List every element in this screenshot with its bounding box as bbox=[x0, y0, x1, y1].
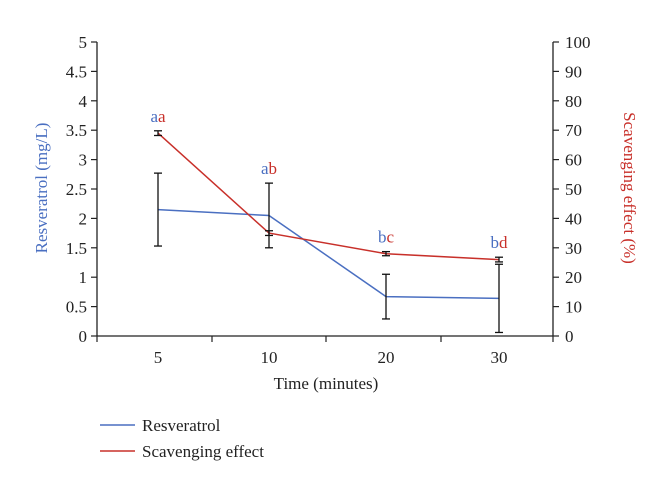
left-tick-label: 4 bbox=[79, 92, 88, 111]
left-tick-label: 2 bbox=[79, 209, 88, 228]
significance-label: bd bbox=[491, 233, 509, 252]
series-line-scavenging-effect bbox=[157, 132, 500, 261]
error-bar bbox=[382, 250, 390, 257]
left-tick-label: 1.5 bbox=[66, 239, 87, 258]
left-tick-label: 4.5 bbox=[66, 62, 87, 81]
significance-letter-resveratrol: a bbox=[261, 159, 269, 178]
right-axis-ticks: 0 10 20 30 40 50 60 70 80 90 100 bbox=[553, 33, 591, 346]
error-bar bbox=[154, 172, 162, 247]
left-axis-title: Resveratrol (mg/L) bbox=[32, 123, 51, 254]
x-axis-title: Time (minutes) bbox=[274, 374, 379, 393]
right-tick-label: 100 bbox=[565, 33, 591, 52]
left-tick-label: 1 bbox=[79, 268, 88, 287]
right-tick-label: 10 bbox=[565, 298, 582, 317]
x-axis-ticks: 5 10 20 30 bbox=[96, 336, 554, 367]
significance-label: aa bbox=[150, 107, 166, 126]
error-bar bbox=[265, 182, 273, 249]
error-bar bbox=[154, 130, 162, 137]
legend: Resveratrol Scavenging effect bbox=[100, 416, 264, 461]
error-bar bbox=[495, 256, 503, 263]
significance-letter-resveratrol: b bbox=[491, 233, 500, 252]
error-bars bbox=[154, 130, 503, 334]
legend-label-scavenging: Scavenging effect bbox=[142, 442, 264, 461]
right-tick-label: 30 bbox=[565, 239, 582, 258]
left-tick-label: 3.5 bbox=[66, 121, 87, 140]
left-tick-label: 5 bbox=[79, 33, 88, 52]
significance-letter-scavenging: a bbox=[158, 107, 166, 126]
significance-letter-scavenging: b bbox=[269, 159, 278, 178]
x-tick-label: 5 bbox=[154, 348, 163, 367]
right-tick-label: 70 bbox=[565, 121, 582, 140]
left-tick-label: 0 bbox=[79, 327, 88, 346]
series-lines bbox=[157, 132, 500, 300]
right-tick-label: 60 bbox=[565, 151, 582, 170]
right-tick-label: 20 bbox=[565, 268, 582, 287]
significance-letter-resveratrol: b bbox=[378, 228, 387, 247]
right-tick-label: 50 bbox=[565, 180, 582, 199]
significance-label: bc bbox=[378, 228, 395, 247]
x-tick-label: 30 bbox=[491, 348, 508, 367]
significance-letter-resveratrol: a bbox=[150, 107, 158, 126]
error-bar bbox=[265, 230, 273, 237]
right-axis-title: Scavenging effect (%) bbox=[620, 112, 639, 264]
right-tick-label: 40 bbox=[565, 209, 582, 228]
legend-label-resveratrol: Resveratrol bbox=[142, 416, 221, 435]
left-tick-label: 3 bbox=[79, 151, 88, 170]
error-bar bbox=[382, 273, 390, 320]
significance-label: ab bbox=[261, 159, 277, 178]
axes bbox=[96, 42, 554, 337]
right-tick-label: 80 bbox=[565, 92, 582, 111]
error-bar bbox=[495, 263, 503, 334]
x-tick-label: 10 bbox=[261, 348, 278, 367]
x-tick-label: 20 bbox=[378, 348, 395, 367]
right-tick-label: 90 bbox=[565, 62, 582, 81]
significance-letter-scavenging: c bbox=[386, 228, 394, 247]
series-line-resveratrol bbox=[157, 208, 500, 300]
left-tick-label: 0.5 bbox=[66, 298, 87, 317]
significance-letter-scavenging: d bbox=[499, 233, 508, 252]
left-axis-ticks: 0 0.5 1 1.5 2 2.5 3 3.5 4 4.5 5 bbox=[66, 33, 97, 346]
right-tick-label: 0 bbox=[565, 327, 574, 346]
left-tick-label: 2.5 bbox=[66, 180, 87, 199]
